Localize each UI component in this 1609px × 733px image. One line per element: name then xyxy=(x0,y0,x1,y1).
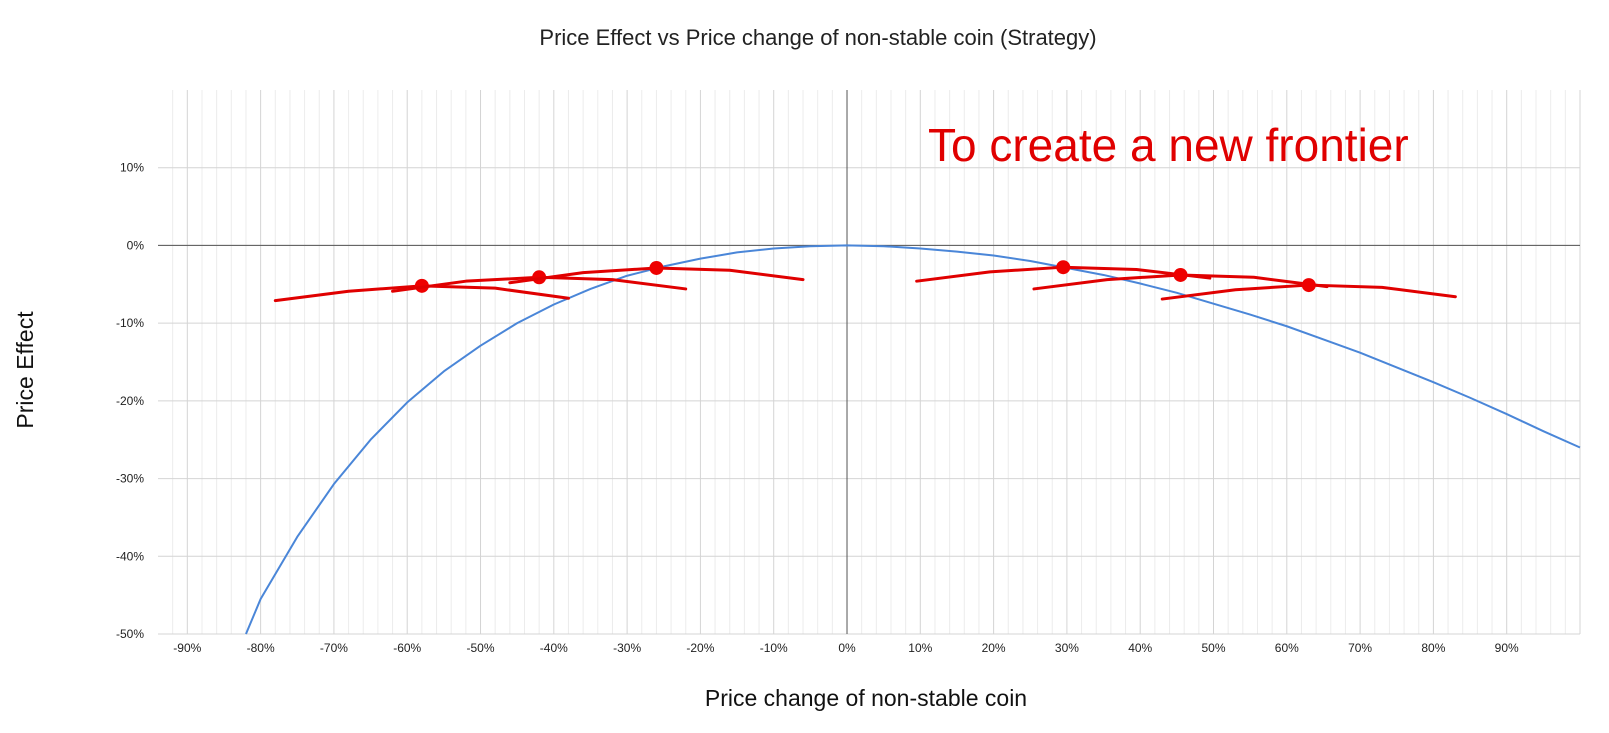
x-tick-label: 70% xyxy=(1348,641,1372,655)
y-tick-label: -10% xyxy=(116,316,144,330)
y-tick-label: 0% xyxy=(127,238,145,252)
x-tick-label: 10% xyxy=(908,641,932,655)
x-tick-label: 80% xyxy=(1421,641,1445,655)
axes xyxy=(158,90,1580,634)
x-tick-label: 60% xyxy=(1275,641,1299,655)
x-tick-label: -30% xyxy=(613,641,641,655)
x-tick-label: 90% xyxy=(1495,641,1519,655)
x-tick-label: -40% xyxy=(540,641,568,655)
x-tick-label: 30% xyxy=(1055,641,1079,655)
y-tick-label: -50% xyxy=(116,627,144,641)
y-tick-label: -40% xyxy=(116,549,144,563)
grid xyxy=(158,90,1581,635)
y-tick-label: -30% xyxy=(116,472,144,486)
x-tick-label: 50% xyxy=(1201,641,1225,655)
y-axis-ticks: -50% -40% -30% -20% -10% 0% 10% xyxy=(116,161,144,641)
x-tick-label: 20% xyxy=(982,641,1006,655)
y-tick-label: -20% xyxy=(116,394,144,408)
x-axis-ticks: -90% -80% -70% -60% -50% -40% -30% -20% -10% 0% 10… xyxy=(173,641,1519,655)
x-tick-label: -60% xyxy=(393,641,421,655)
y-axis-title: Price Effect xyxy=(12,311,38,429)
x-tick-label: -20% xyxy=(686,641,714,655)
red-marker xyxy=(1056,260,1071,275)
x-tick-label: -10% xyxy=(760,641,788,655)
x-tick-label: -90% xyxy=(173,641,201,655)
x-tick-label: -50% xyxy=(467,641,495,655)
series-blue xyxy=(245,244,1581,635)
x-tick-label: -70% xyxy=(320,641,348,655)
series-line-blue xyxy=(245,244,1581,635)
x-tick-label: 40% xyxy=(1128,641,1152,655)
annotation-text: To create a new frontier xyxy=(928,119,1409,171)
x-axis-title: Price change of non-stable coin xyxy=(705,685,1027,711)
red-marker xyxy=(1301,278,1316,293)
red-marker xyxy=(649,260,664,275)
series-red-arcs xyxy=(273,260,1457,303)
red-marker xyxy=(1173,267,1188,282)
x-tick-label: -80% xyxy=(247,641,275,655)
x-tick-label: 0% xyxy=(838,641,856,655)
chart-title: Price Effect vs Price change of non-stab… xyxy=(539,25,1096,50)
y-tick-label: 10% xyxy=(120,161,144,175)
